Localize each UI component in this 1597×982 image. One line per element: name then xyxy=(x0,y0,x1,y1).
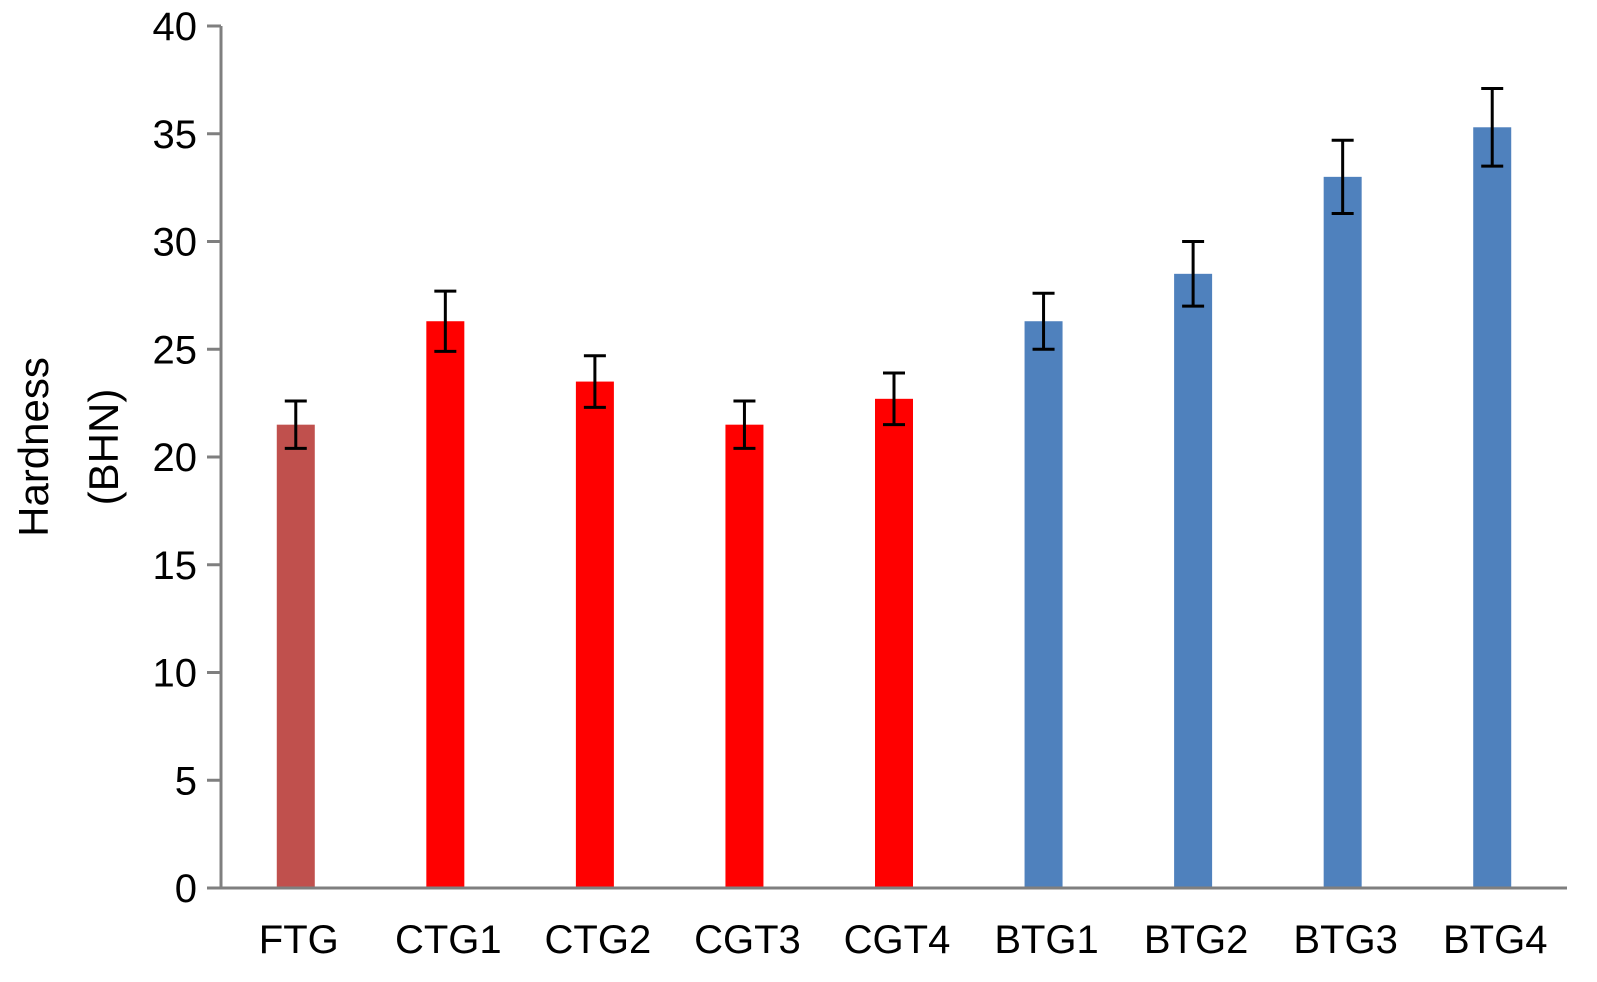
bar-cgt3 xyxy=(725,424,764,888)
x-category-label: BTG2 xyxy=(1144,918,1248,962)
bar-cgt4 xyxy=(875,398,913,888)
bar-btg4 xyxy=(1473,127,1512,888)
error-bars-group xyxy=(284,86,1504,450)
y-axis: 0 5 10 15 20 25 30 35 40 xyxy=(153,5,223,911)
x-category-label: BTG1 xyxy=(994,918,1098,962)
x-category-label: BTG4 xyxy=(1443,918,1547,962)
bar-btg2 xyxy=(1174,273,1213,888)
y-tick-label: 40 xyxy=(153,5,198,49)
bar-ftg xyxy=(276,424,315,888)
bar-ctg2 xyxy=(575,381,614,888)
y-tick-label: 25 xyxy=(153,328,198,372)
x-category-label: CGT3 xyxy=(694,918,801,962)
y-axis-title-line2: (BHN) xyxy=(80,389,127,506)
x-category-label: CTG1 xyxy=(395,918,502,962)
y-tick-label: 5 xyxy=(175,759,197,803)
bar-btg1 xyxy=(1024,321,1063,888)
y-tick-label: 30 xyxy=(153,221,198,265)
bar-ctg1 xyxy=(426,321,465,888)
y-axis-title-line1: Hardness xyxy=(10,357,57,537)
y-tick-label: 20 xyxy=(153,436,198,480)
y-axis-title: Hardness (BHN) xyxy=(10,357,127,537)
x-category-label: CTG2 xyxy=(545,918,652,962)
y-tick-label: 15 xyxy=(153,544,198,588)
y-tick-label: 0 xyxy=(175,867,197,911)
x-category-label: BTG3 xyxy=(1293,918,1397,962)
x-axis: FTG CTG1 CTG2 CGT3 CGT4 BTG1 BTG2 BTG3 BTG4 xyxy=(221,886,1567,962)
bars-group xyxy=(276,127,1512,889)
y-tick-label: 35 xyxy=(153,113,198,157)
x-category-label: FTG xyxy=(259,918,339,962)
x-category-label: CGT4 xyxy=(844,918,951,962)
bar-btg3 xyxy=(1323,176,1362,889)
y-tick-label: 10 xyxy=(153,652,198,696)
